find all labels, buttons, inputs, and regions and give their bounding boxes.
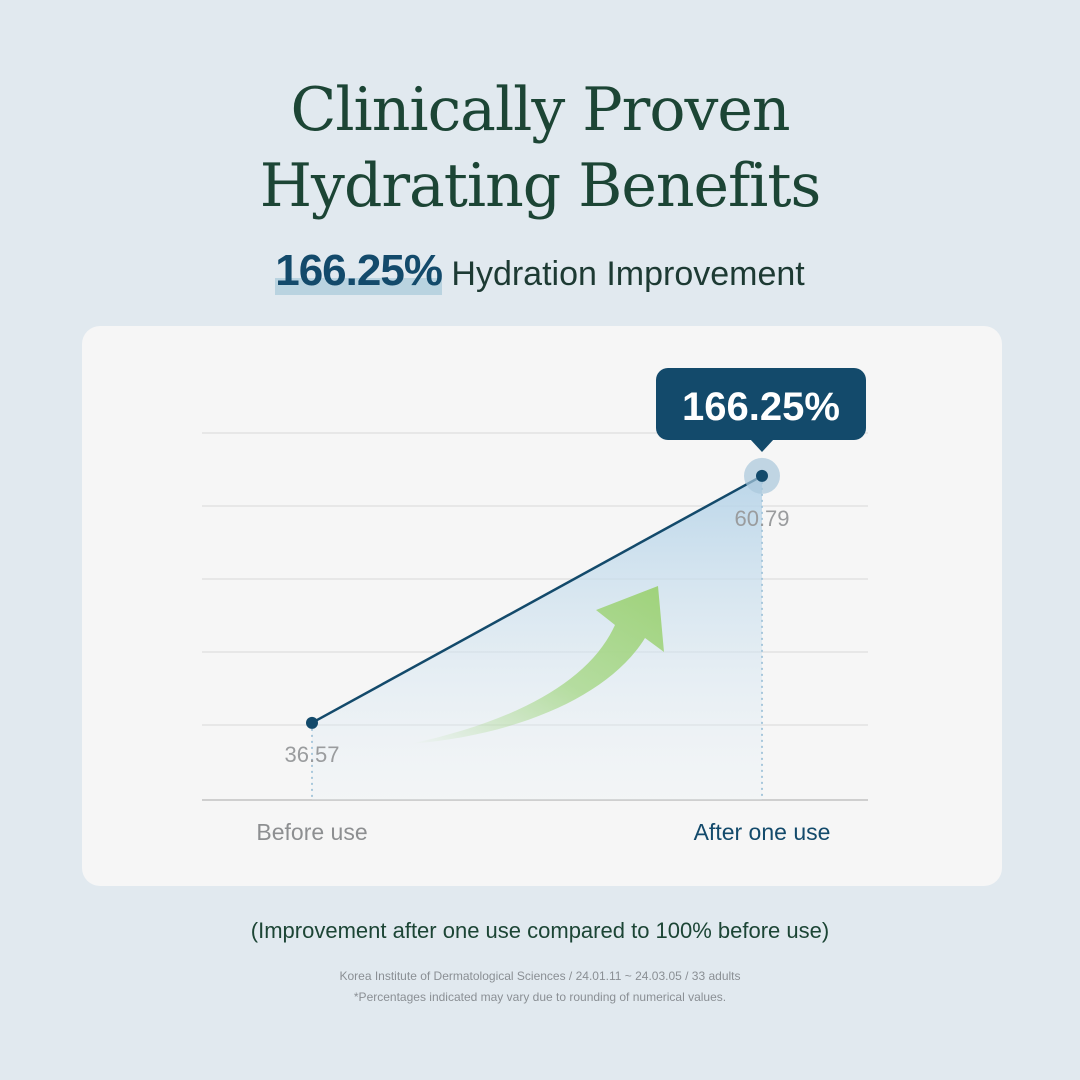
- headline-value: 166.25%: [275, 246, 443, 295]
- title-line-2: Hydrating Benefits: [259, 151, 822, 221]
- page-title: Clinically Proven Hydrating Benefits: [0, 72, 1080, 224]
- title-line-1: Clinically Proven: [290, 75, 790, 145]
- data-label-after: 60.79: [734, 506, 789, 531]
- callout-value: 166.25%: [682, 385, 840, 429]
- area-fill: [312, 475, 762, 800]
- headline-label: Hydration Improvement: [451, 255, 805, 293]
- callout-bubble: 166.25%: [656, 368, 866, 452]
- disclaimer-text: *Percentages indicated may vary due to r…: [353, 990, 727, 1004]
- data-point-0: [306, 716, 318, 729]
- headline: 166.25% Hydration Improvement: [0, 246, 1080, 296]
- source: Korea Institute of Dermatological Scienc…: [0, 966, 1080, 1008]
- x-tick-before: Before use: [256, 819, 367, 845]
- source-text: Korea Institute of Dermatological Scienc…: [339, 969, 741, 983]
- data-point-1: [756, 469, 768, 482]
- series-line: [311, 474, 763, 724]
- footnote: (Improvement after one use compared to 1…: [250, 918, 830, 943]
- data-label-before: 36.57: [284, 742, 339, 767]
- x-tick-after: After one use: [694, 819, 831, 845]
- growth-arrow-icon: [410, 586, 664, 744]
